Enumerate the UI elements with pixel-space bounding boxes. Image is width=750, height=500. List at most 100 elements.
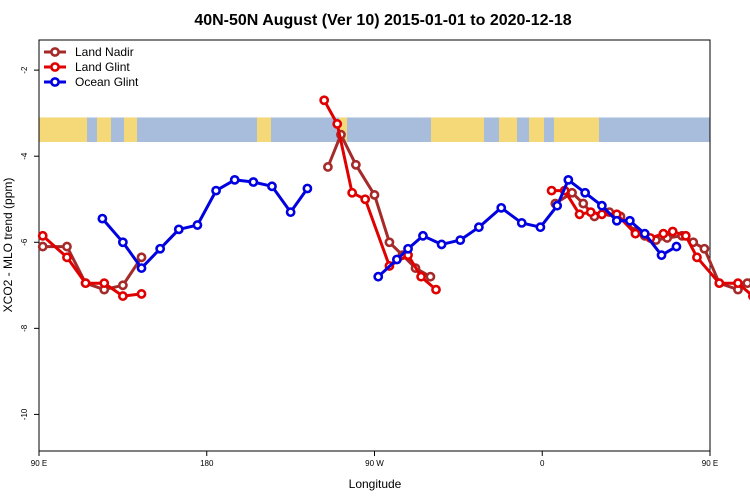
y-tick-label: -6	[20, 238, 29, 246]
data-point	[97, 213, 108, 224]
data-point	[350, 159, 361, 170]
data-point	[658, 228, 669, 239]
data-point	[692, 252, 702, 263]
plot-frame	[38, 39, 711, 452]
y-axis: -2 -4 -6 -8 -10	[20, 66, 39, 420]
x-tick-label: 0	[540, 459, 545, 468]
map-band-land	[554, 117, 599, 142]
data-point	[173, 224, 184, 235]
data-point	[578, 198, 589, 209]
data-point	[596, 200, 607, 211]
legend-label: Land Glint	[75, 60, 130, 74]
data-point	[535, 222, 546, 233]
map-band-land	[124, 117, 137, 142]
data-point	[360, 194, 371, 205]
legend-label: Land Nadir	[75, 45, 134, 59]
map-band-land	[499, 117, 517, 142]
data-point	[567, 187, 577, 198]
series-land-glint	[37, 95, 750, 301]
data-point	[667, 226, 678, 237]
y-tick-label: -2	[20, 66, 29, 74]
data-point	[403, 243, 413, 254]
data-point	[37, 230, 48, 241]
map-band-land	[431, 117, 484, 142]
data-point	[136, 289, 147, 299]
data-point	[455, 235, 466, 246]
data-point	[192, 220, 203, 230]
legend-label: Ocean Glint	[75, 75, 139, 89]
data-point	[62, 252, 72, 263]
data-point	[117, 291, 128, 301]
data-point	[155, 243, 166, 254]
data-point	[563, 174, 574, 185]
map-band-land	[257, 117, 271, 142]
series-ocean-glint	[97, 174, 682, 282]
data-point	[624, 215, 635, 226]
data-point	[585, 207, 596, 218]
data-point	[117, 237, 128, 248]
data-point	[630, 228, 641, 239]
data-point	[248, 177, 259, 187]
data-point	[611, 215, 622, 226]
data-point	[418, 230, 428, 241]
data-point	[546, 185, 557, 196]
data-point	[699, 243, 710, 254]
series-line	[101, 178, 309, 270]
y-tick-label: -4	[20, 152, 29, 160]
data-point	[574, 209, 585, 220]
data-point	[733, 278, 743, 289]
data-point	[117, 280, 128, 291]
map-band-land	[97, 117, 111, 142]
data-point	[136, 263, 147, 273]
data-point	[136, 252, 147, 263]
data-point	[99, 278, 110, 289]
data-point	[425, 271, 436, 282]
data-point	[391, 254, 402, 265]
x-tick-label: 90 E	[31, 459, 47, 468]
data-point	[639, 228, 650, 239]
x-tick-label: 90 E	[702, 459, 718, 468]
legend-marker	[50, 62, 60, 72]
data-point	[211, 185, 221, 196]
data-point	[285, 207, 296, 218]
legend-marker	[50, 77, 60, 87]
data-point	[436, 239, 447, 250]
data-point	[714, 278, 725, 289]
data-point	[373, 271, 384, 282]
map-band-land	[339, 117, 347, 142]
data-point	[656, 250, 667, 261]
data-point	[596, 209, 607, 220]
data-point	[37, 241, 48, 252]
data-point	[671, 241, 682, 252]
data-point	[384, 237, 395, 248]
data-point	[496, 202, 507, 213]
x-tick-label: 90 W	[365, 459, 384, 468]
y-tick-label: -10	[20, 408, 29, 420]
data-point	[319, 95, 330, 106]
series-layer	[37, 95, 750, 301]
y-axis-label: XCO2 - MLO trend (ppm)	[1, 178, 15, 313]
chart-title: 40N-50N August (Ver 10) 2015-01-01 to 20…	[194, 12, 571, 29]
map-band	[39, 117, 710, 142]
x-axis-label: Longitude	[349, 477, 402, 491]
y-tick-label: -8	[20, 324, 29, 332]
data-point	[302, 183, 313, 194]
data-point	[580, 187, 591, 198]
data-point	[680, 230, 691, 241]
x-axis: 90 E 180 90 W 0 90 E	[31, 451, 718, 468]
data-point	[552, 200, 563, 211]
data-point	[416, 271, 426, 282]
data-point	[369, 190, 380, 200]
data-point	[516, 218, 527, 228]
map-band-ocean	[39, 117, 710, 142]
map-band-land	[39, 117, 87, 142]
x-tick-label: 180	[200, 459, 214, 468]
data-point	[80, 278, 91, 289]
data-point	[267, 181, 277, 192]
legend-marker	[50, 47, 60, 57]
map-band-land	[529, 117, 544, 142]
data-point	[473, 222, 484, 233]
series-line	[551, 189, 750, 296]
